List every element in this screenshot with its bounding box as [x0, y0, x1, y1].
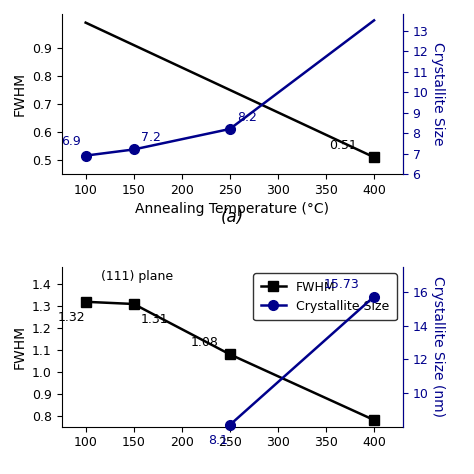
Y-axis label: Crystallite Size (nm): Crystallite Size (nm) — [431, 276, 445, 417]
Y-axis label: Crystallite Size: Crystallite Size — [431, 42, 445, 146]
Y-axis label: FWHM: FWHM — [12, 325, 27, 369]
X-axis label: Annealing Temperature (°C): Annealing Temperature (°C) — [135, 202, 329, 216]
Text: 7.2: 7.2 — [141, 131, 161, 144]
FWHM — [131, 301, 137, 307]
Text: 0.51: 0.51 — [329, 139, 357, 152]
FWHM — [83, 299, 89, 305]
FWHM — [227, 352, 233, 357]
Y-axis label: FWHM: FWHM — [12, 72, 27, 116]
Text: 8.2: 8.2 — [237, 110, 257, 124]
Text: 1.31: 1.31 — [141, 313, 168, 327]
Legend: FWHM, Crystallite Size: FWHM, Crystallite Size — [254, 273, 397, 320]
Text: 8.1: 8.1 — [208, 434, 228, 447]
FWHM — [371, 417, 377, 423]
Text: 1.08: 1.08 — [191, 336, 219, 349]
Text: 6.9: 6.9 — [61, 135, 81, 147]
Text: 1.32: 1.32 — [58, 311, 85, 324]
Line: FWHM: FWHM — [81, 297, 379, 425]
Text: 15.73: 15.73 — [324, 278, 360, 291]
Text: (a): (a) — [220, 208, 244, 226]
Text: (111) plane: (111) plane — [100, 270, 173, 283]
